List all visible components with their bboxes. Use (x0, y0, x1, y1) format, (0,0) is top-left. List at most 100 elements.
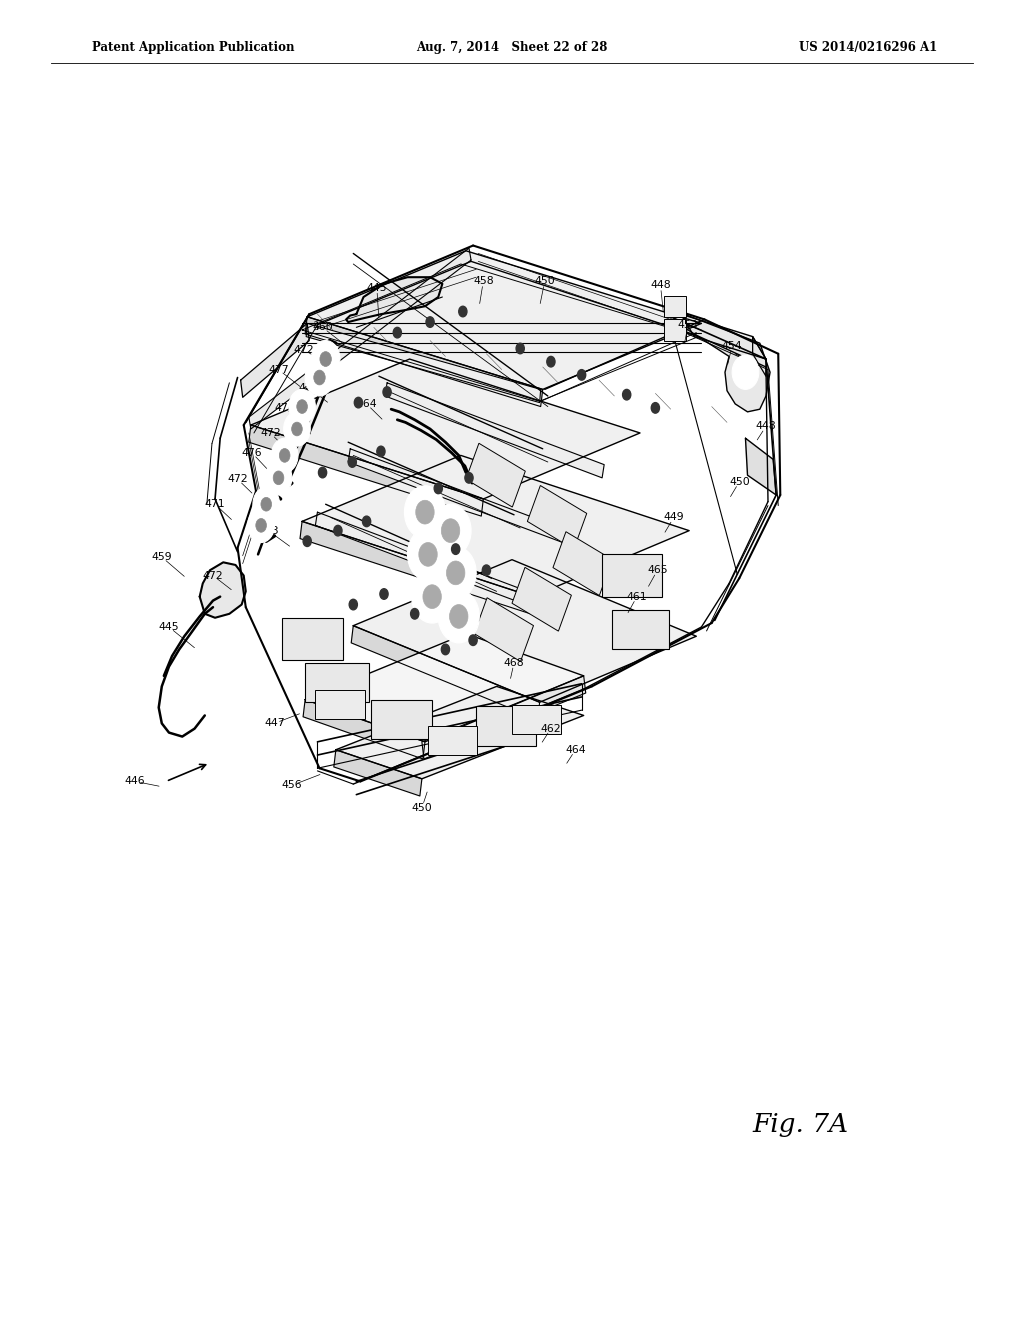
Bar (282, 618, 343, 660)
Circle shape (273, 471, 284, 484)
Circle shape (441, 644, 450, 655)
Text: 450: 450 (729, 477, 750, 487)
Bar (553, 532, 612, 595)
Circle shape (430, 504, 471, 557)
Text: 454: 454 (722, 341, 742, 351)
Text: 446: 446 (125, 776, 145, 787)
Circle shape (651, 403, 659, 413)
Text: 472: 472 (260, 428, 281, 438)
Text: 450: 450 (412, 803, 432, 813)
Polygon shape (353, 560, 696, 702)
Text: 474: 474 (274, 403, 295, 413)
Bar (602, 554, 662, 597)
Bar (476, 706, 536, 746)
Polygon shape (348, 449, 568, 544)
Circle shape (271, 438, 298, 473)
Text: 461: 461 (627, 591, 647, 602)
Circle shape (578, 370, 586, 380)
Circle shape (623, 389, 631, 400)
Polygon shape (305, 317, 543, 407)
Circle shape (284, 412, 310, 446)
Circle shape (421, 553, 429, 564)
Circle shape (253, 487, 280, 521)
Circle shape (311, 341, 340, 378)
Text: 472: 472 (227, 474, 248, 484)
Bar (466, 444, 525, 507)
Circle shape (380, 589, 388, 599)
Circle shape (434, 483, 442, 494)
Circle shape (446, 561, 465, 585)
Circle shape (516, 343, 524, 354)
Bar (371, 700, 432, 739)
Text: 473: 473 (258, 525, 279, 536)
Polygon shape (200, 562, 246, 618)
Polygon shape (300, 521, 532, 614)
Circle shape (482, 565, 490, 576)
Bar (474, 598, 534, 661)
Circle shape (377, 446, 385, 457)
Circle shape (426, 317, 434, 327)
Circle shape (469, 635, 477, 645)
Circle shape (280, 449, 290, 462)
Circle shape (459, 306, 467, 317)
Circle shape (348, 457, 356, 467)
Circle shape (334, 525, 342, 536)
Bar (305, 663, 369, 702)
Text: Patent Application Publication: Patent Application Publication (92, 41, 295, 54)
Circle shape (452, 544, 460, 554)
Text: Aug. 7, 2014   Sheet 22 of 28: Aug. 7, 2014 Sheet 22 of 28 (417, 41, 607, 54)
Text: Fig. 7A: Fig. 7A (753, 1113, 849, 1137)
Text: 477: 477 (268, 364, 289, 375)
Circle shape (289, 389, 315, 424)
Circle shape (393, 327, 401, 338)
Text: 445: 445 (367, 282, 387, 293)
Text: 449: 449 (664, 512, 684, 523)
Polygon shape (307, 251, 701, 389)
Text: 456: 456 (282, 780, 302, 791)
Text: 448: 448 (756, 421, 776, 432)
Bar (428, 726, 477, 755)
Circle shape (354, 397, 362, 408)
Bar (315, 690, 365, 719)
Polygon shape (336, 686, 584, 779)
Circle shape (438, 590, 479, 643)
Text: 448: 448 (650, 280, 671, 290)
Bar (612, 610, 669, 649)
Circle shape (412, 570, 453, 623)
Text: 458: 458 (473, 276, 494, 286)
Circle shape (265, 461, 292, 495)
Circle shape (411, 609, 419, 619)
Text: 471: 471 (205, 499, 225, 510)
Circle shape (305, 359, 334, 396)
Text: 445: 445 (159, 622, 179, 632)
Text: 459: 459 (152, 552, 172, 562)
Text: 464: 464 (356, 399, 377, 409)
Circle shape (408, 528, 449, 581)
Text: 453: 453 (678, 319, 698, 330)
Polygon shape (334, 750, 422, 796)
Text: US 2014/0216296 A1: US 2014/0216296 A1 (799, 41, 937, 54)
Bar (664, 296, 686, 317)
Circle shape (256, 519, 266, 532)
Circle shape (313, 370, 326, 385)
Text: 471: 471 (299, 383, 319, 393)
Circle shape (362, 516, 371, 527)
Polygon shape (241, 323, 309, 397)
Polygon shape (302, 455, 689, 597)
Text: 450: 450 (535, 276, 555, 286)
Circle shape (261, 498, 271, 511)
Bar (512, 568, 571, 631)
Text: 460: 460 (312, 322, 333, 333)
Polygon shape (684, 314, 770, 412)
Circle shape (441, 519, 460, 543)
Polygon shape (385, 383, 604, 478)
Polygon shape (249, 425, 483, 516)
Circle shape (297, 400, 307, 413)
Polygon shape (306, 323, 541, 403)
Circle shape (383, 387, 391, 397)
Polygon shape (251, 359, 640, 499)
Polygon shape (305, 634, 584, 742)
Circle shape (423, 585, 441, 609)
Bar (664, 319, 686, 341)
Circle shape (732, 355, 759, 389)
